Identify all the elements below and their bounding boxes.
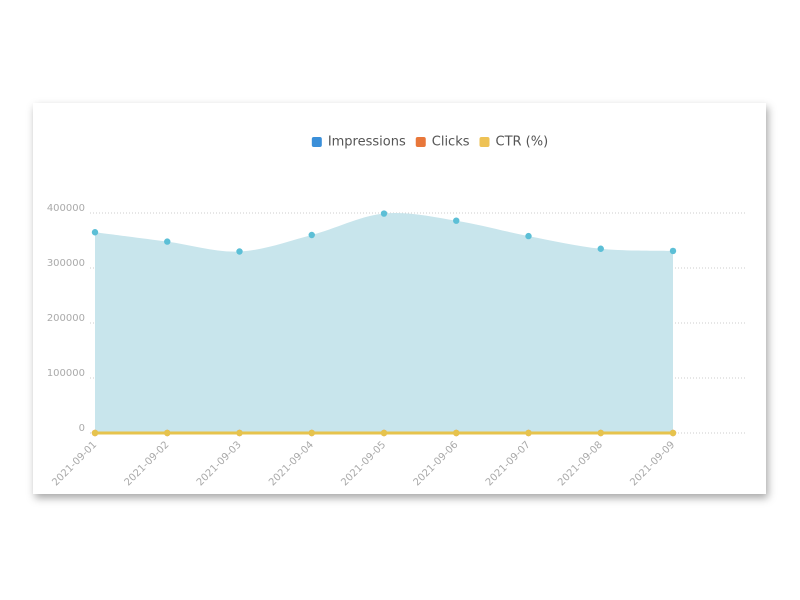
point (525, 232, 532, 240)
x-tick-label: 2021-09-02 (123, 439, 172, 488)
point (236, 429, 243, 437)
point (164, 429, 171, 437)
y-tick-label: 200000 (47, 313, 85, 324)
x-tick-label: 2021-09-03 (195, 439, 244, 488)
x-tick-label: 2021-09-01 (50, 439, 99, 488)
point (453, 217, 460, 224)
legend-label: Impressions (328, 135, 406, 150)
x-tick-label: 2021-09-09 (628, 439, 677, 488)
point (91, 429, 99, 437)
legend-label: Clicks (432, 135, 470, 150)
legend-swatch (415, 137, 426, 147)
point (669, 429, 677, 437)
point (453, 429, 460, 437)
point (308, 429, 315, 437)
legend-swatch (311, 137, 322, 147)
point (308, 231, 315, 239)
legend-label: CTR (%) (496, 135, 549, 150)
point (164, 238, 171, 245)
point (380, 210, 388, 217)
point (91, 229, 99, 236)
point (525, 429, 532, 437)
area (95, 212, 673, 433)
x-tick-label: 2021-09-05 (339, 439, 388, 488)
x-tick-label: 2021-09-08 (556, 439, 605, 488)
point (597, 245, 604, 252)
y-tick-label: 400000 (47, 203, 85, 214)
point (669, 247, 677, 255)
x-tick-label: 2021-09-07 (484, 439, 533, 488)
y-tick-label: 100000 (47, 368, 85, 379)
y-tick-label: 300000 (47, 258, 85, 269)
x-tick-label: 2021-09-04 (267, 439, 316, 488)
point (236, 248, 243, 255)
y-tick-label: 0 (79, 423, 85, 434)
legend-swatch (479, 137, 490, 147)
point (597, 429, 604, 437)
x-tick-label: 2021-09-06 (412, 439, 461, 488)
point (380, 429, 388, 437)
